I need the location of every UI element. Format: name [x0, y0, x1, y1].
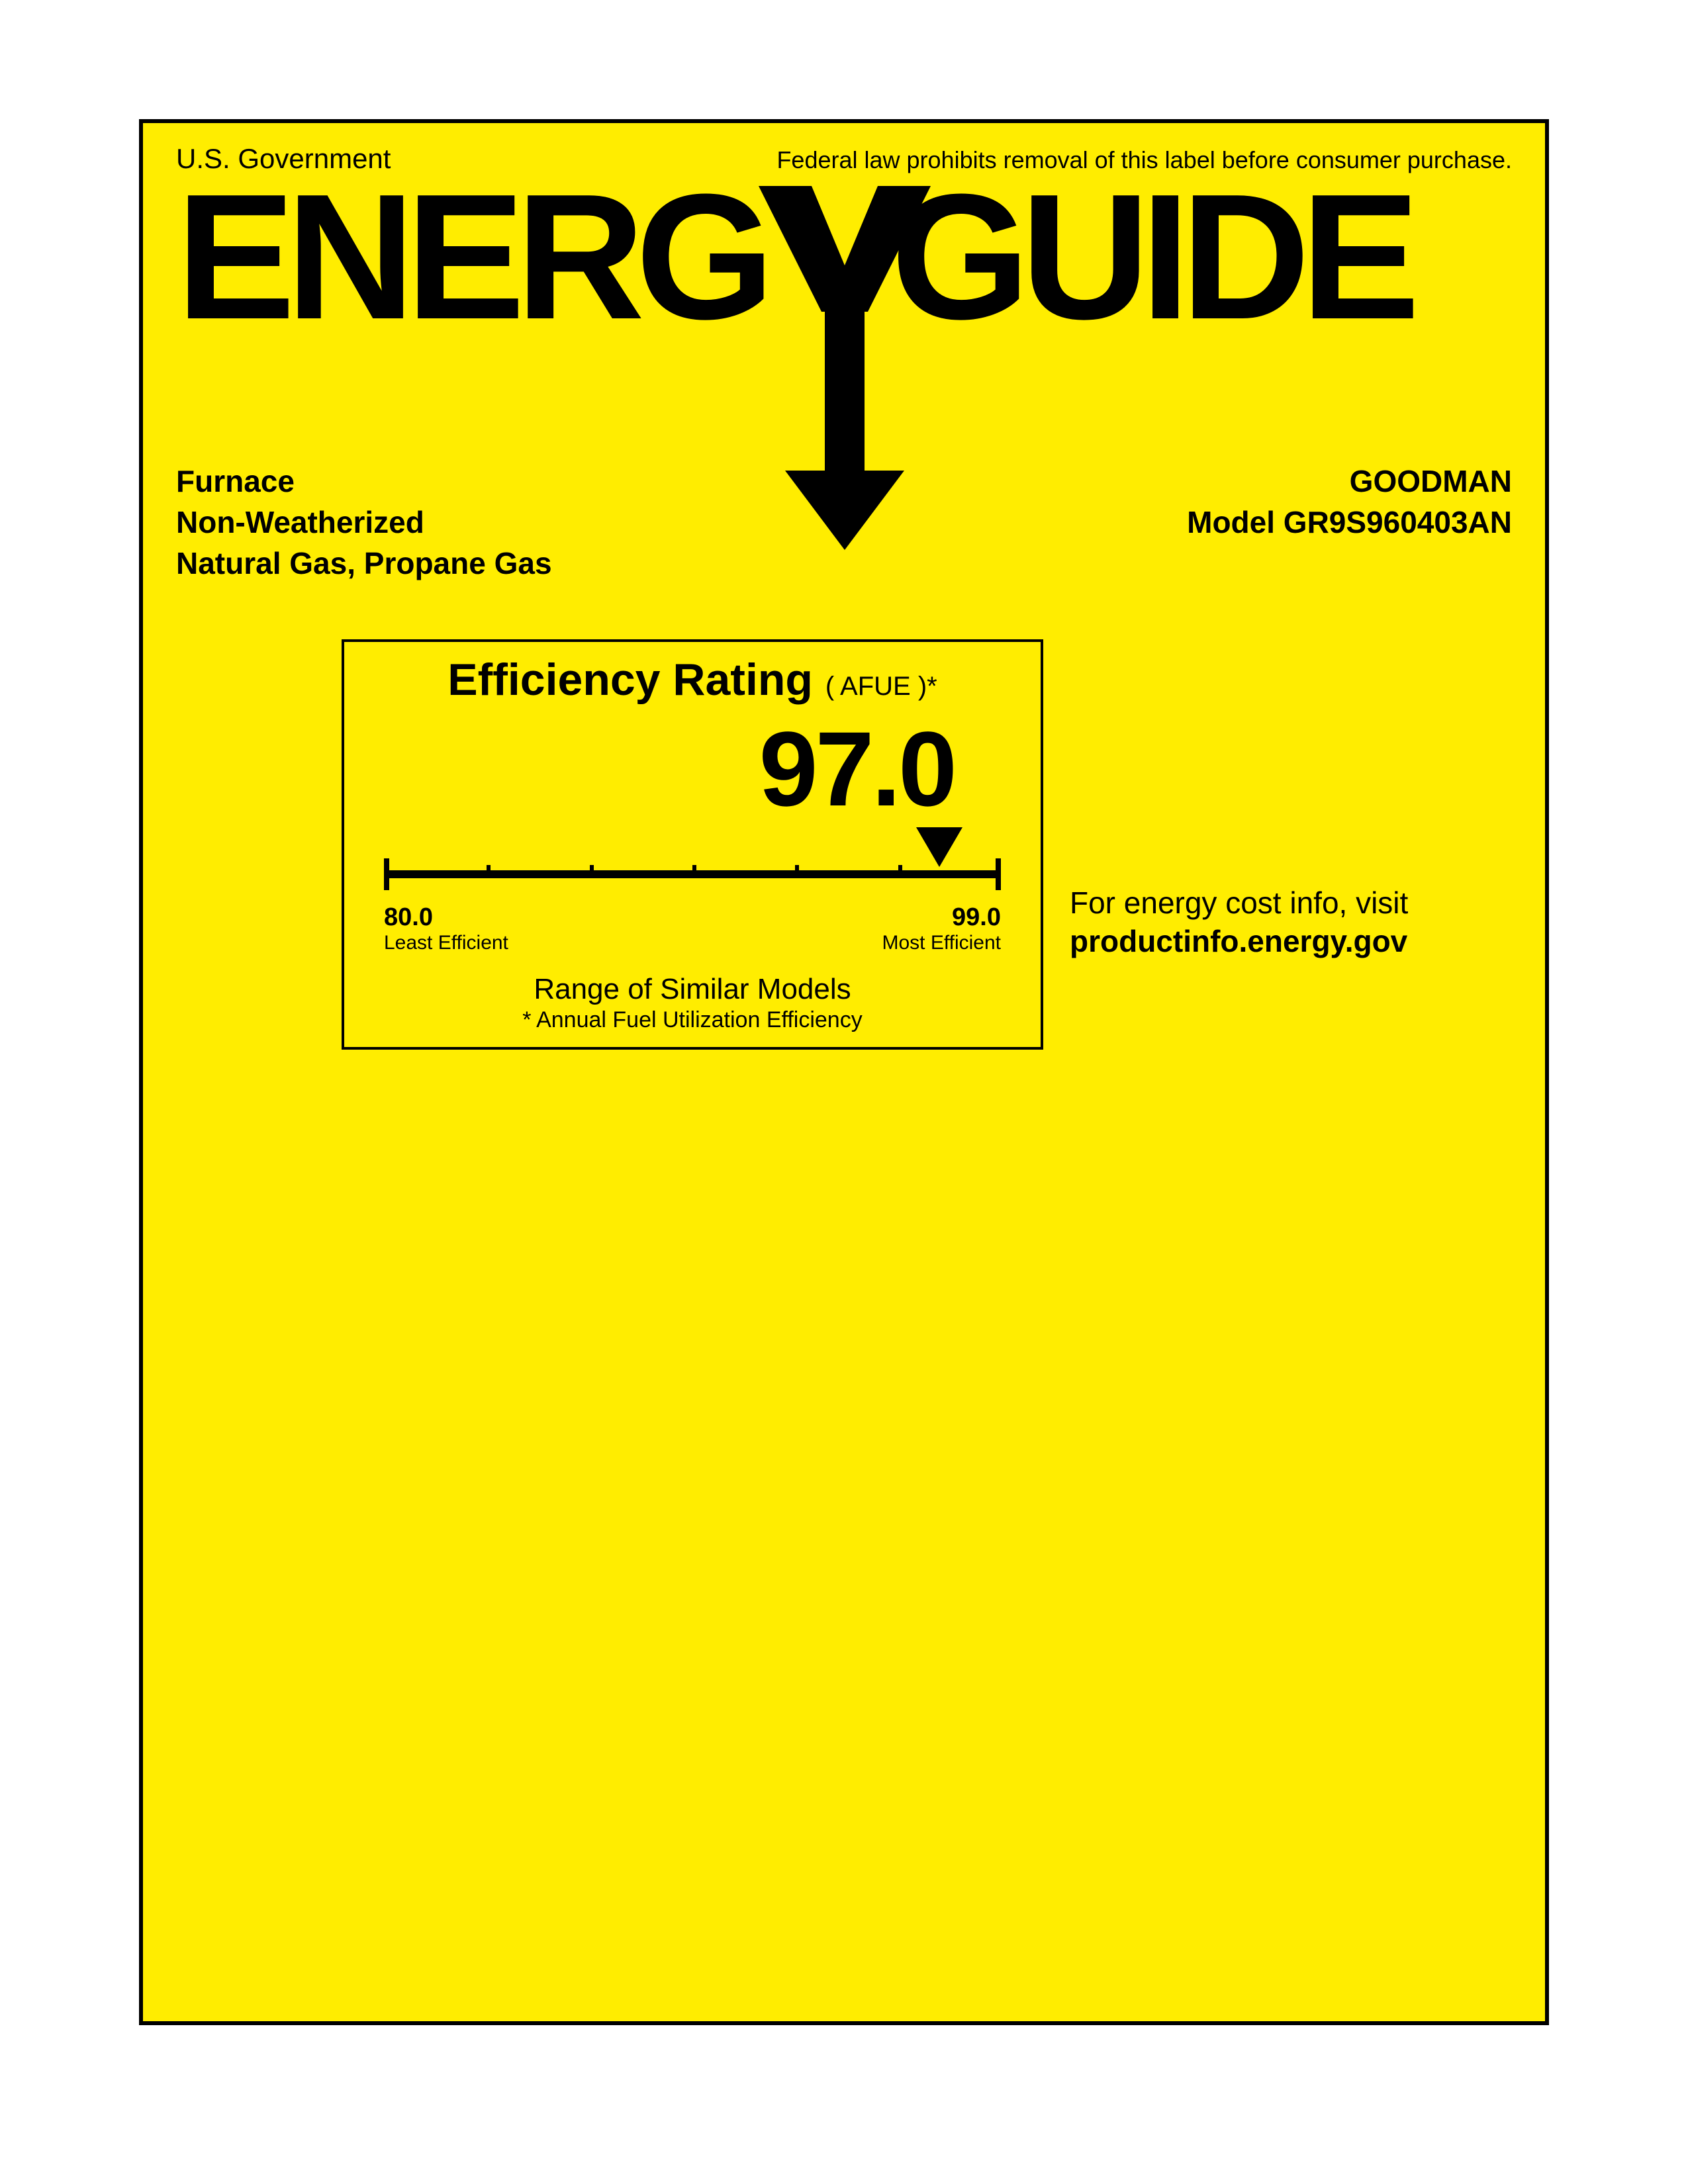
scale-max: 99.0 [952, 903, 1001, 931]
product-fuel: Natural Gas, Propane Gas [176, 543, 552, 584]
scale-tick [590, 865, 594, 876]
product-weatherized: Non-Weatherized [176, 502, 552, 543]
most-efficient-label: Most Efficient [882, 932, 1001, 954]
brand-info: GOODMAN Model GR9S960403AN [1187, 461, 1512, 584]
least-efficient-label: Least Efficient [384, 932, 508, 954]
rating-title: Efficiency Rating ( AFUE )* [344, 654, 1041, 705]
scale-labels: 80.0 Least Efficient 99.0 Most Efficient [384, 903, 1001, 954]
energyguide-label: U.S. Government Federal law prohibits re… [139, 119, 1549, 2025]
scale-end-left [384, 858, 389, 890]
scale-end-right [996, 858, 1001, 890]
svg-text:ENERG: ENERG [176, 179, 765, 357]
scale-min-col: 80.0 Least Efficient [384, 903, 508, 954]
rating-value: 97.0 [759, 708, 955, 830]
page: U.S. Government Federal law prohibits re… [0, 0, 1688, 2184]
scale-min: 80.0 [384, 903, 433, 931]
meta-row: Furnace Non-Weatherized Natural Gas, Pro… [176, 461, 1512, 584]
rating-title-sub: ( AFUE )* [825, 672, 937, 701]
afue-note: * Annual Fuel Utilization Efficiency [344, 1007, 1041, 1033]
product-info: Furnace Non-Weatherized Natural Gas, Pro… [176, 461, 552, 584]
cost-info-line1: For energy cost info, visit [1070, 884, 1520, 923]
federal-law-text: Federal law prohibits removal of this la… [776, 146, 1512, 174]
scale-tick [487, 865, 491, 876]
brand-name: GOODMAN [1187, 461, 1512, 502]
efficiency-rating-box: Efficiency Rating ( AFUE )* 97.0 80.0 [342, 639, 1043, 1050]
top-row: U.S. Government Federal law prohibits re… [176, 143, 1512, 175]
model-label: Model [1187, 505, 1275, 539]
rating-title-main: Efficiency Rating [447, 655, 813, 705]
scale-max-col: 99.0 Most Efficient [882, 903, 1001, 954]
svg-text:GUIDE: GUIDE [891, 179, 1415, 357]
scale-tick [692, 865, 696, 876]
scale-tick [898, 865, 902, 876]
model-line: Model GR9S960403AN [1187, 502, 1512, 543]
scale-line [384, 870, 1001, 878]
efficiency-scale [384, 870, 1001, 878]
model-number: GR9S960403AN [1284, 505, 1512, 539]
government-text: U.S. Government [176, 143, 391, 175]
product-type: Furnace [176, 461, 552, 502]
range-text: Range of Similar Models [344, 973, 1041, 1006]
rating-pointer-icon [913, 827, 966, 870]
scale-tick [795, 865, 799, 876]
cost-info: For energy cost info, visit productinfo.… [1070, 884, 1520, 960]
cost-info-link: productinfo.energy.gov [1070, 923, 1520, 961]
